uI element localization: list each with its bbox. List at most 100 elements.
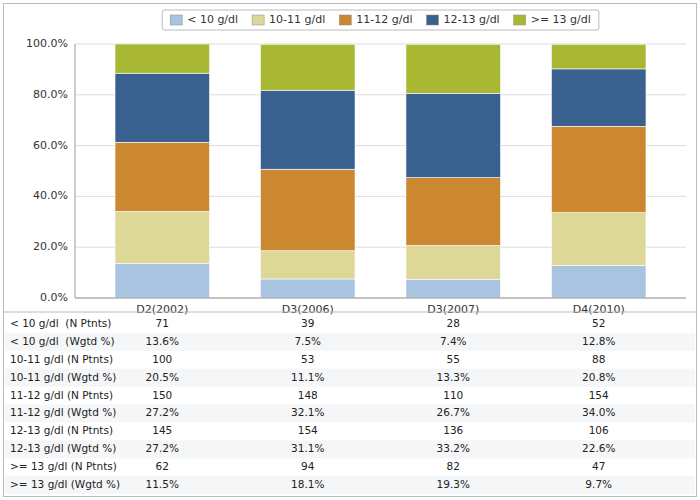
table-cell: 31.1% [291,442,324,454]
bar-segment [551,126,646,212]
table-cell: 7.5% [294,335,321,347]
table-cell: 20.8% [582,371,615,383]
series [115,44,646,93]
table-cell: 82 [447,460,460,472]
table-cell: 20.5% [146,371,179,383]
x-axis-line [75,298,686,299]
legend-swatch [514,15,526,25]
legend-label: 12-13 g/dl [443,13,499,26]
table-cell: 13.6% [146,335,179,347]
table-row-label: 12-13 g/dl (Wgtd %) [10,442,116,454]
table-cell: 33.2% [437,442,470,454]
legend-item: 12-13 g/dl [426,13,499,26]
table-cell: 154 [298,424,318,436]
x-axis: D2(2002)D3(2006)D3(2007)D4(2010) [136,303,624,316]
table-cell: 62 [156,460,169,472]
series [115,263,646,298]
legend-item: 11-12 g/dl [339,13,412,26]
grid-line [75,298,686,299]
table-row-label: 11-12 g/dl (N Ptnts) [10,389,113,401]
y-tick-label: 60.0% [33,139,68,152]
bar-segment [406,44,501,93]
x-tick-label: D3(2006) [282,303,334,316]
table-cell: 34.0% [582,406,615,418]
table-row-label: 11-12 g/dl (Wgtd %) [10,406,116,418]
legend-label: < 10 g/dl [187,13,238,26]
table-cell: 88 [592,353,605,365]
y-axis-line [75,44,76,298]
legend-swatch [339,15,351,25]
bar-segment [406,178,501,246]
bar-segment [260,251,355,279]
table-row-label: >= 13 g/dl (Wgtd %) [10,478,120,490]
table-cell: 106 [589,424,609,436]
table-cell: 27.2% [146,406,179,418]
table-row-band [5,476,695,494]
table-cell: 11.5% [146,478,179,490]
bar-segment [115,263,210,298]
table-cell: 136 [443,424,463,436]
legend-label: 10-11 g/dl [269,13,325,26]
bar-segment [260,44,355,90]
legend-label: >= 13 g/dl [531,13,591,26]
table-separator [4,312,696,313]
series [115,211,646,279]
table-cell: 39 [301,317,314,329]
table-row-label: 10-11 g/dl (Wgtd %) [10,371,116,383]
bar-segment [115,211,210,263]
legend-swatch [252,15,264,25]
table-cell: 19.3% [437,478,470,490]
table-cell: 22.6% [582,442,615,454]
table-cell: 150 [152,389,172,401]
bar-segment [551,213,646,266]
y-axis: 0.0% 20.0% 40.0% 60.0% 80.0% 100.0% [26,37,68,304]
table-cell: 12.8% [582,335,615,347]
bar-segment [551,69,646,126]
table-cell: 71 [156,317,169,329]
data-table: < 10 g/dl (N Ptnts)71392852< 10 g/dl (Wg… [5,317,695,494]
table-row-label: 12-13 g/dl (N Ptnts) [10,424,113,436]
table-cell: 28 [447,317,460,329]
table-cell: 110 [443,389,463,401]
table-row-band [5,405,695,423]
legend-item: < 10 g/dl [170,13,238,26]
y-tick-label: 0.0% [40,291,68,304]
bar-segment [115,73,210,142]
y-grid [75,44,686,298]
table-cell: 55 [447,353,460,365]
table-cell: 13.3% [437,371,470,383]
x-tick-label: D4(2010) [573,303,625,316]
bar-segment [551,265,646,298]
legend-swatch [426,15,438,25]
y-tick-label: 80.0% [33,88,68,101]
bar-segment [260,90,355,169]
y-tick-label: 100.0% [26,37,68,50]
table-cell: 94 [301,460,315,472]
table-cell: 32.1% [291,406,324,418]
legend-swatch [170,15,182,25]
table-cell: 53 [301,353,314,365]
legend-frame [162,10,599,30]
series [115,69,646,178]
table-row-band [5,369,695,387]
table-cell: 11.1% [291,371,324,383]
table-cell: 9.7% [585,478,612,490]
bar-segment [115,142,210,211]
bar-segment [260,279,355,298]
table-cell: 26.7% [437,406,470,418]
bar-segment [406,93,501,177]
bars [115,44,646,298]
table-row-label: 10-11 g/dl (N Ptnts) [10,353,113,365]
chart: 0.0% 20.0% 40.0% 60.0% 80.0% 100.0% D2(2002)D3… [0,0,700,500]
y-tick-label: 40.0% [33,189,68,202]
table-row-label: < 10 g/dl (Wgtd %) [10,335,115,347]
table-cell: 47 [592,460,605,472]
bar-segment [406,279,501,298]
table-cell: 27.2% [146,442,179,454]
bar-segment [115,44,210,73]
legend-item: >= 13 g/dl [514,13,591,26]
table-row-label: < 10 g/dl (N Ptnts) [10,317,111,329]
legend-item: 10-11 g/dl [252,13,325,26]
series [115,126,646,250]
y-tick-label: 20.0% [33,240,68,253]
